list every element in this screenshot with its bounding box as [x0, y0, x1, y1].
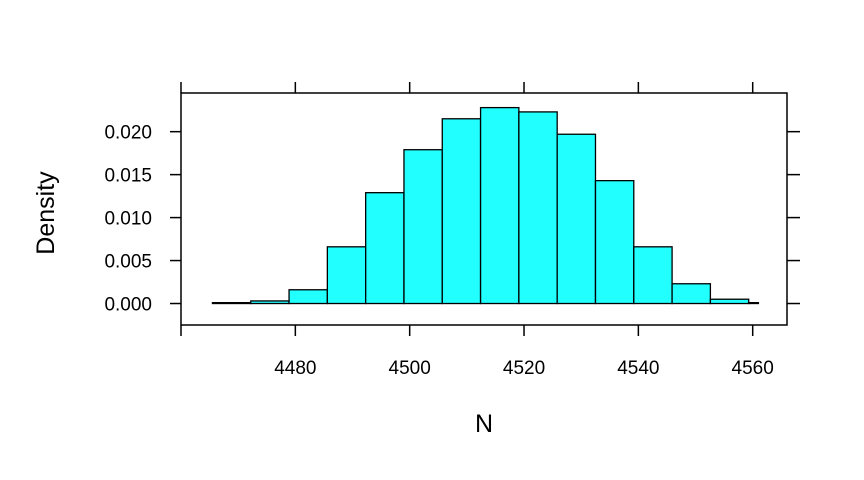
x-tick-label: 4520: [503, 358, 545, 379]
tick-labels: 4480 4500 4520 4540 4560 0.000 0.005 0.010 0.015…: [104, 123, 773, 379]
histogram-bar: [365, 192, 405, 305]
x-axis-title: N: [475, 410, 493, 438]
y-axis-title: Density: [32, 171, 60, 255]
y-tick-label: 0.005: [104, 252, 152, 273]
histogram-bar: [326, 246, 367, 305]
y-tick-label: 0.010: [104, 209, 152, 230]
histogram-bar: [556, 133, 597, 305]
histogram-bar: [288, 289, 329, 305]
histogram-bar: [748, 302, 760, 305]
histogram-bar: [441, 118, 482, 305]
y-tick-label: 0.020: [104, 123, 152, 144]
histogram-bar: [403, 149, 443, 305]
histogram-bar: [518, 111, 558, 305]
x-tick-label: 4480: [274, 358, 316, 379]
y-tick-label: 0.000: [104, 295, 152, 316]
x-tick-label: 4560: [732, 358, 774, 379]
histogram-bar: [709, 298, 750, 305]
histogram-bar: [250, 300, 290, 305]
x-tick-label: 4500: [389, 358, 431, 379]
histogram-bar: [211, 302, 252, 305]
histogram-bar: [479, 106, 520, 305]
histogram-bar: [671, 283, 712, 305]
axis-ticks: [170, 82, 800, 336]
plot-frame: [180, 92, 788, 326]
histogram-bar: [594, 179, 635, 305]
histogram-bars: [211, 106, 760, 305]
x-tick-label: 4540: [617, 358, 659, 379]
histogram-bar: [633, 246, 673, 305]
y-tick-label: 0.015: [104, 166, 152, 187]
